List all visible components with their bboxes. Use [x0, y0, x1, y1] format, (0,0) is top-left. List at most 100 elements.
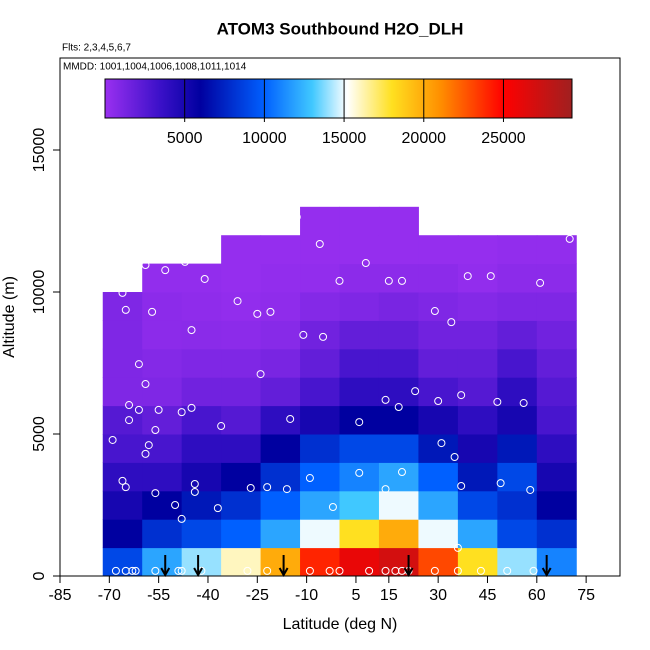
- heat-cell: [221, 405, 262, 435]
- heat-cell: [497, 547, 538, 577]
- x-tick-label: 45: [479, 587, 497, 604]
- sample-point: [411, 387, 420, 396]
- heat-cell: [142, 519, 183, 549]
- colorbar-tick-label: 25000: [481, 130, 526, 147]
- x-tick-label: 60: [528, 587, 546, 604]
- colorbar-tick-label: 10000: [242, 130, 287, 147]
- heat-cell: [339, 519, 380, 549]
- x-tick-label: 30: [429, 587, 447, 604]
- heat-cell: [260, 263, 301, 293]
- arrow: [278, 555, 289, 578]
- sample-point: [200, 274, 209, 283]
- sample-point: [121, 305, 130, 314]
- heat-cell: [102, 405, 143, 435]
- sample-point: [125, 416, 134, 425]
- heat-cell: [378, 490, 419, 520]
- heat-cell: [181, 377, 222, 407]
- heat-cell: [142, 547, 183, 577]
- heat-cell: [300, 547, 341, 577]
- sample-point: [430, 566, 439, 575]
- sample-point: [121, 483, 130, 492]
- arrow-head: [403, 567, 414, 578]
- sample-point: [243, 566, 252, 575]
- heat-cell: [497, 434, 538, 463]
- heat-cell: [181, 405, 222, 435]
- heat-cell: [102, 377, 143, 407]
- sample-point: [141, 380, 150, 389]
- heat-cell: [339, 206, 380, 236]
- sample-point: [118, 288, 127, 297]
- sample-point: [125, 401, 134, 410]
- sample-point: [335, 276, 344, 285]
- sample-point: [187, 326, 196, 335]
- heat-cell: [102, 490, 143, 520]
- heat-cell: [221, 462, 262, 492]
- y-tick-label: 10000: [31, 270, 48, 315]
- sample-point: [233, 297, 242, 306]
- heat-cell: [102, 434, 143, 463]
- heat-cell: [339, 348, 380, 378]
- heat-cell: [418, 292, 459, 321]
- heat-cell: [339, 320, 380, 350]
- heat-cell: [497, 490, 538, 520]
- sample-point: [92, 289, 101, 298]
- arrow-head: [541, 567, 552, 578]
- sample-point: [529, 566, 538, 575]
- heat-cell: [457, 519, 498, 549]
- sample-point: [151, 426, 160, 435]
- sample-point: [118, 476, 127, 485]
- sample-point: [131, 566, 140, 575]
- sample-point: [503, 566, 512, 575]
- heat-cell: [339, 263, 380, 293]
- heat-cell: [339, 377, 380, 407]
- heat-cell: [221, 490, 262, 520]
- sample-point: [355, 468, 364, 477]
- arrow-head: [160, 567, 171, 578]
- heat-cell: [221, 434, 262, 463]
- plot-frame: [59, 57, 621, 577]
- heat-cell: [536, 547, 577, 577]
- sample-point: [361, 259, 370, 268]
- heat-cell: [260, 348, 301, 378]
- sample-point: [421, 215, 430, 224]
- sample-point: [154, 405, 163, 414]
- heat-cell: [457, 263, 498, 293]
- heat-cell: [497, 405, 538, 435]
- sample-point: [457, 391, 466, 400]
- sample-point: [177, 566, 186, 575]
- sample-point: [578, 566, 587, 575]
- heat-cell: [142, 462, 183, 492]
- sample-point: [213, 504, 222, 513]
- heat-cell: [418, 348, 459, 378]
- heat-cell: [536, 292, 577, 321]
- x-tick-label: 75: [577, 587, 595, 604]
- sample-point: [476, 566, 485, 575]
- y-tick-label: 0: [31, 571, 48, 580]
- heat-cell: [260, 320, 301, 350]
- sample-point: [246, 483, 255, 492]
- heat-cell: [339, 235, 380, 265]
- heat-cell: [536, 434, 577, 463]
- heat-cell: [260, 462, 301, 492]
- heat-cell: [418, 235, 459, 265]
- heat-cell: [339, 434, 380, 463]
- heat-cell: [181, 547, 222, 577]
- sample-point: [397, 276, 406, 285]
- heat-cell: [339, 292, 380, 321]
- heat-cell: [102, 320, 143, 350]
- heat-cell: [221, 320, 262, 350]
- heat-cell: [418, 263, 459, 293]
- sample-point: [108, 435, 117, 444]
- heat-cell: [300, 490, 341, 520]
- heat-cell: [536, 235, 577, 265]
- heat-cell: [378, 462, 419, 492]
- x-tick-label: 15: [380, 587, 398, 604]
- sample-point: [430, 307, 439, 316]
- heat-cell: [339, 405, 380, 435]
- heat-cell: [378, 519, 419, 549]
- sample-point: [325, 566, 334, 575]
- sample-point: [128, 566, 137, 575]
- sample-point: [144, 441, 153, 450]
- sample-point: [519, 399, 528, 408]
- sample-point: [292, 213, 301, 222]
